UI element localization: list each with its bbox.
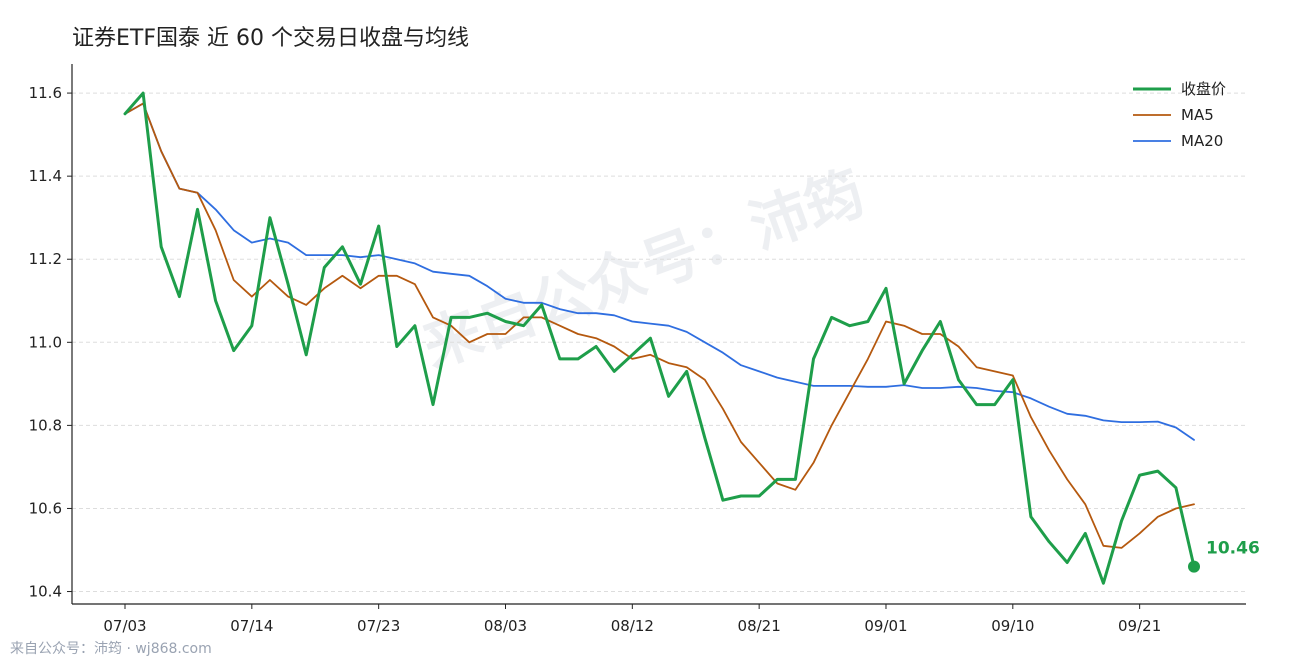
y-tick-label: 10.4 xyxy=(29,583,62,601)
chart-title: 证券ETF国泰 近 60 个交易日收盘与均线 xyxy=(72,26,469,51)
ma5-line xyxy=(124,102,1195,549)
watermark-text: 来自公众号：沛筠 xyxy=(414,158,873,381)
x-tick-label: 08/21 xyxy=(738,617,781,635)
close-price-line xyxy=(123,91,1196,585)
x-tick-label: 07/14 xyxy=(230,617,273,635)
y-tick-label: 10.6 xyxy=(29,499,62,517)
x-tick-label: 07/23 xyxy=(357,617,400,635)
watermark: 来自公众号：沛筠 xyxy=(414,158,873,381)
x-tick-label: 09/01 xyxy=(864,617,907,635)
x-tick-label: 08/03 xyxy=(484,617,527,635)
x-tick-label: 08/12 xyxy=(611,617,654,635)
legend-item-ma20-label: MA20 xyxy=(1181,132,1223,150)
y-tick-label: 11.6 xyxy=(29,84,62,102)
legend-item-close-label: 收盘价 xyxy=(1181,80,1226,98)
legend-item-ma5-label: MA5 xyxy=(1181,106,1214,124)
legend: 收盘价 MA5 MA20 xyxy=(1133,80,1226,150)
x-tick-label: 09/10 xyxy=(991,617,1034,635)
last-close-point xyxy=(1188,560,1200,573)
y-tick-label: 11.4 xyxy=(29,167,62,185)
x-tick-label: 07/03 xyxy=(103,617,146,635)
axes: 10.4 10.6 10.8 11.0 11.2 11.4 11.6 07/03 07/14 07… xyxy=(29,64,1246,635)
last-close-label: 10.46 xyxy=(1206,539,1260,559)
series-lines: 10.46 xyxy=(123,91,1260,585)
y-tick-label: 11.0 xyxy=(29,333,62,351)
footer-credit: 来自公众号：沛筠 · wj868.com xyxy=(10,641,212,657)
x-tick-label: 09/21 xyxy=(1118,617,1161,635)
y-tick-label: 11.2 xyxy=(29,250,62,268)
y-tick-label: 10.8 xyxy=(29,416,62,434)
grid-lines xyxy=(72,92,1246,593)
